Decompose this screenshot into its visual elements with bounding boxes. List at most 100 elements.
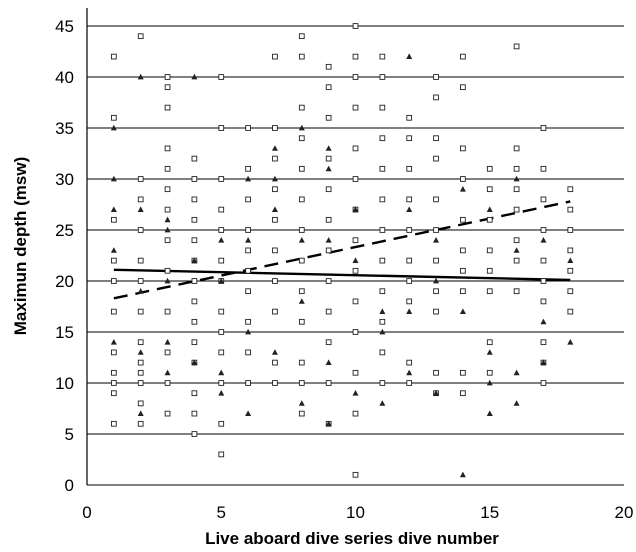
data-point-triangle [191,257,198,263]
data-point-square [433,288,439,295]
data-point-triangle [191,359,198,365]
data-point-square [298,257,305,264]
x-tick-labels: 0 5 10 15 20 [82,503,633,522]
data-point-square [272,278,278,284]
data-point-triangle [459,471,466,478]
data-point-triangle [245,175,252,182]
y-tick-label: 40 [55,68,74,87]
data-point-square [486,186,493,193]
data-point-triangle [245,410,252,416]
data-point-square [540,257,547,264]
data-point-square [325,380,332,386]
data-point-triangle [513,175,520,182]
data-point-square [567,288,574,295]
data-point-square [164,410,171,417]
data-point-square [137,380,144,386]
x-tick-label: 0 [82,503,91,522]
data-point-square [191,318,198,325]
data-point-triangle [459,308,466,314]
data-point-square [137,369,144,376]
data-point-square [110,308,117,315]
data-point-square [218,125,225,131]
data-point-square [352,104,359,111]
data-point-square [406,114,413,121]
data-point-square [567,247,574,254]
data-point-triangle [325,420,332,427]
data-point-triangle [486,379,493,386]
data-point-square [298,165,305,172]
data-point-triangle [191,73,198,80]
data-point-square [218,420,225,427]
data-point-square [325,155,332,162]
data-point-square [433,369,439,376]
data-point-triangle [271,145,278,151]
data-point-square [406,380,413,386]
data-point-square [298,227,305,233]
data-point-square [325,114,332,121]
data-point-square [191,155,198,162]
data-point-square [298,380,305,386]
data-point-triangle [164,226,171,233]
data-point-square [513,288,520,295]
data-point-square [540,196,547,203]
data-point-square [325,278,332,284]
data-points [110,23,574,478]
x-axis-title: Live aboard dive series dive number [205,529,499,548]
data-point-square [137,420,144,427]
data-point-triangle [164,277,171,284]
data-point-square [137,400,144,407]
data-point-square [513,165,520,172]
data-point-square [379,53,386,60]
data-point-square [298,53,305,60]
data-point-triangle [486,206,493,212]
data-point-square [486,247,493,254]
data-point-square [513,206,520,213]
data-point-square [164,165,171,172]
data-point-square [379,135,386,142]
data-point-square [110,114,117,121]
data-point-square [191,237,198,244]
data-point-square [379,104,386,111]
data-point-square [218,329,225,335]
data-point-square [137,257,144,264]
data-point-square [540,227,547,233]
data-point-triangle [271,206,278,212]
data-point-triangle [218,390,225,396]
x-tick-label: 15 [480,503,499,522]
data-point-square [110,53,117,60]
data-point-square [406,257,413,264]
data-point-square [325,247,332,254]
data-point-triangle [298,237,305,243]
data-point-square [406,298,413,305]
data-point-square [433,94,439,101]
data-point-triangle [325,359,332,365]
data-point-square [433,227,439,233]
data-point-square [110,257,117,264]
data-point-square [191,176,198,182]
data-point-square [137,308,144,315]
data-point-square [164,145,171,152]
data-point-square [486,369,493,376]
data-point-triangle [513,369,520,376]
data-point-triangle [218,237,225,243]
data-point-square [110,390,117,397]
data-point-square [433,196,439,203]
data-point-square [164,84,171,91]
data-point-square [298,196,305,203]
data-point-triangle [406,206,413,212]
data-point-triangle [352,390,359,396]
data-point-triangle [459,186,466,192]
data-point-square [191,390,198,397]
data-point-triangle [271,175,278,182]
data-point-triangle [271,349,278,355]
data-point-square [298,33,305,40]
data-point-square [272,380,278,386]
data-point-square [460,53,466,60]
y-tick-label: 10 [55,374,74,393]
data-point-square [110,349,117,356]
data-point-triangle [540,359,547,365]
data-point-square [218,308,225,315]
trendline-dashed [113,200,571,300]
data-point-square [272,247,278,254]
